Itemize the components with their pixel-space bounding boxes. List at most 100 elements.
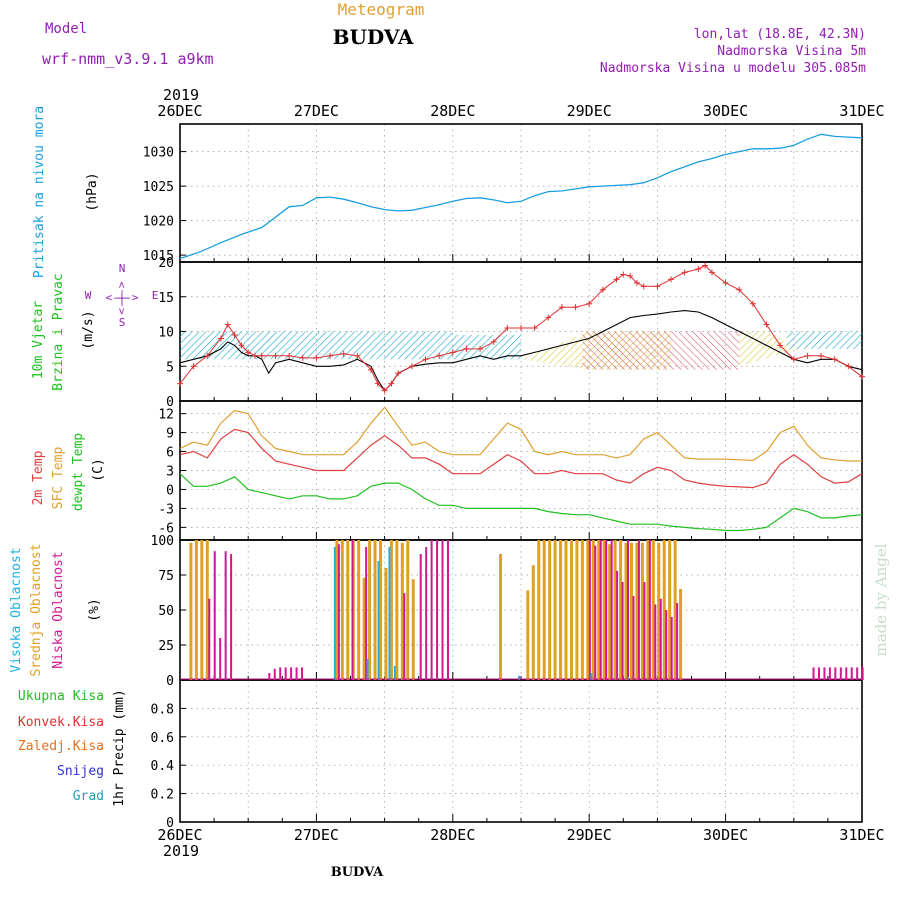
low-cloud-bar [659,598,662,680]
low-cloud-bar [224,551,227,680]
cloud-label-low: Niska Oblacnost [51,551,66,668]
high-cloud-bar [388,547,391,680]
mid-cloud-bar [537,540,541,680]
date-tick-label-top: 28DEC [430,102,475,120]
low-cloud-bar [823,667,826,680]
low-cloud-bar [599,540,602,680]
low-cloud-bar [845,667,848,680]
pressure-plot [179,133,863,260]
mid-cloud-bar [673,540,677,680]
y-tick-label: 0.6 [151,731,174,746]
gust-point [374,380,381,387]
mid-cloud-bar [542,540,546,680]
mid-cloud-bar [668,540,672,680]
precip-axis-label: 1hr Precip (mm) [112,689,127,806]
gust-point [736,286,743,293]
mid-cloud-bar [526,590,530,680]
mid-cloud-bar [379,540,383,680]
date-tick-label-bottom: 30DEC [703,826,748,844]
wind-dir-e: E [152,289,159,302]
gust-point [627,272,634,279]
low-cloud-bar [627,540,630,680]
wind-dir-s: S [119,316,126,329]
gust-point [381,387,388,394]
gust-point [367,366,374,373]
gust-point [463,345,470,352]
high-cloud-bar [518,675,520,680]
panel-frame [179,679,863,823]
wind-unit: (m/s) [81,310,96,349]
mid-cloud-bar [651,540,655,680]
date-tick-label-top: 30DEC [703,102,748,120]
mid-cloud-bar [400,542,404,680]
sfc-temp-line [179,406,862,462]
mid-cloud-bar [357,540,361,680]
gust-point [845,363,852,370]
y-tick-label: 0.2 [151,788,174,803]
low-cloud-bar [351,540,354,680]
low-cloud-bar [213,551,216,680]
gust-point [177,380,183,387]
date-tick-label-bottom: 28DEC [430,826,475,844]
gust-point [777,342,784,349]
wind-dir-arrows-v: <-|-> [115,281,128,314]
cloud-label-high: Visoka Oblacnost [9,547,24,672]
footer-station: BUDVA [331,865,384,880]
low-cloud-bar [643,582,646,680]
mid-cloud-bar [569,540,573,680]
model-name: wrf-nmm_v3.9.1 a9km [42,50,214,68]
mid-cloud-bar [548,540,552,680]
panel-4: 0 25 50 75 100 [151,534,863,689]
y-tick-label: 25 [158,639,174,654]
low-cloud-bar [594,545,597,680]
mid-cloud-bar [679,589,683,680]
y-tick-label: -6 [158,521,174,536]
wind-plot [177,262,865,394]
low-cloud-bar [605,540,608,680]
mid-cloud-bar [629,542,633,680]
gust-point [354,352,361,359]
station-title: BUDVA [333,25,414,49]
gust-point [586,300,593,307]
low-cloud-bar [621,582,624,680]
gust-point [654,283,661,290]
date-tick-label-top: 26DEC [157,102,202,120]
mid-cloud-bar [553,540,557,680]
gust-point [531,325,538,332]
gust-point [252,352,259,359]
y-tick-label: 100 [151,534,174,549]
gust-point [299,354,306,361]
low-cloud-bar [273,668,276,680]
mid-cloud-bar [624,542,628,680]
mid-cloud-bar [346,540,350,680]
gust-point [831,356,838,363]
y-tick-label: 1020 [143,215,174,230]
mid-cloud-bar [395,540,399,680]
mid-cloud-bar [389,540,393,680]
mid-cloud-bar [591,540,595,680]
low-cloud-bar [839,667,842,680]
wind-label-2: Brzina i Pravac [51,273,66,390]
panel-5: 0 0.2 0.4 0.6 0.8 [151,679,863,831]
cloud-unit: (%) [87,598,102,621]
gust-point [238,342,245,349]
low-cloud-bar [812,667,815,680]
mid-cloud-bar [559,540,563,680]
low-cloud-bar [219,638,222,680]
y-tick-label: 20 [158,256,174,271]
high-cloud-bar [590,673,593,680]
model-elevation: Nadmorska Visina u modelu 305.085m [600,61,866,76]
date-tick-label-top: 27DEC [294,102,339,120]
gust-point [245,349,252,356]
y-tick-label: 75 [158,569,174,584]
low-cloud-bar [610,540,613,680]
mid-cloud-bar [335,540,339,680]
date-tick-label-top: 29DEC [567,102,612,120]
y-tick-label: 0.8 [151,702,174,717]
panels: 101510201025103005101520-6-3036912025507… [143,123,865,831]
wind-dir-band [786,331,862,349]
mid-cloud-bar [340,540,344,680]
low-cloud-bar [676,603,679,680]
mid-cloud-bar [373,540,377,680]
